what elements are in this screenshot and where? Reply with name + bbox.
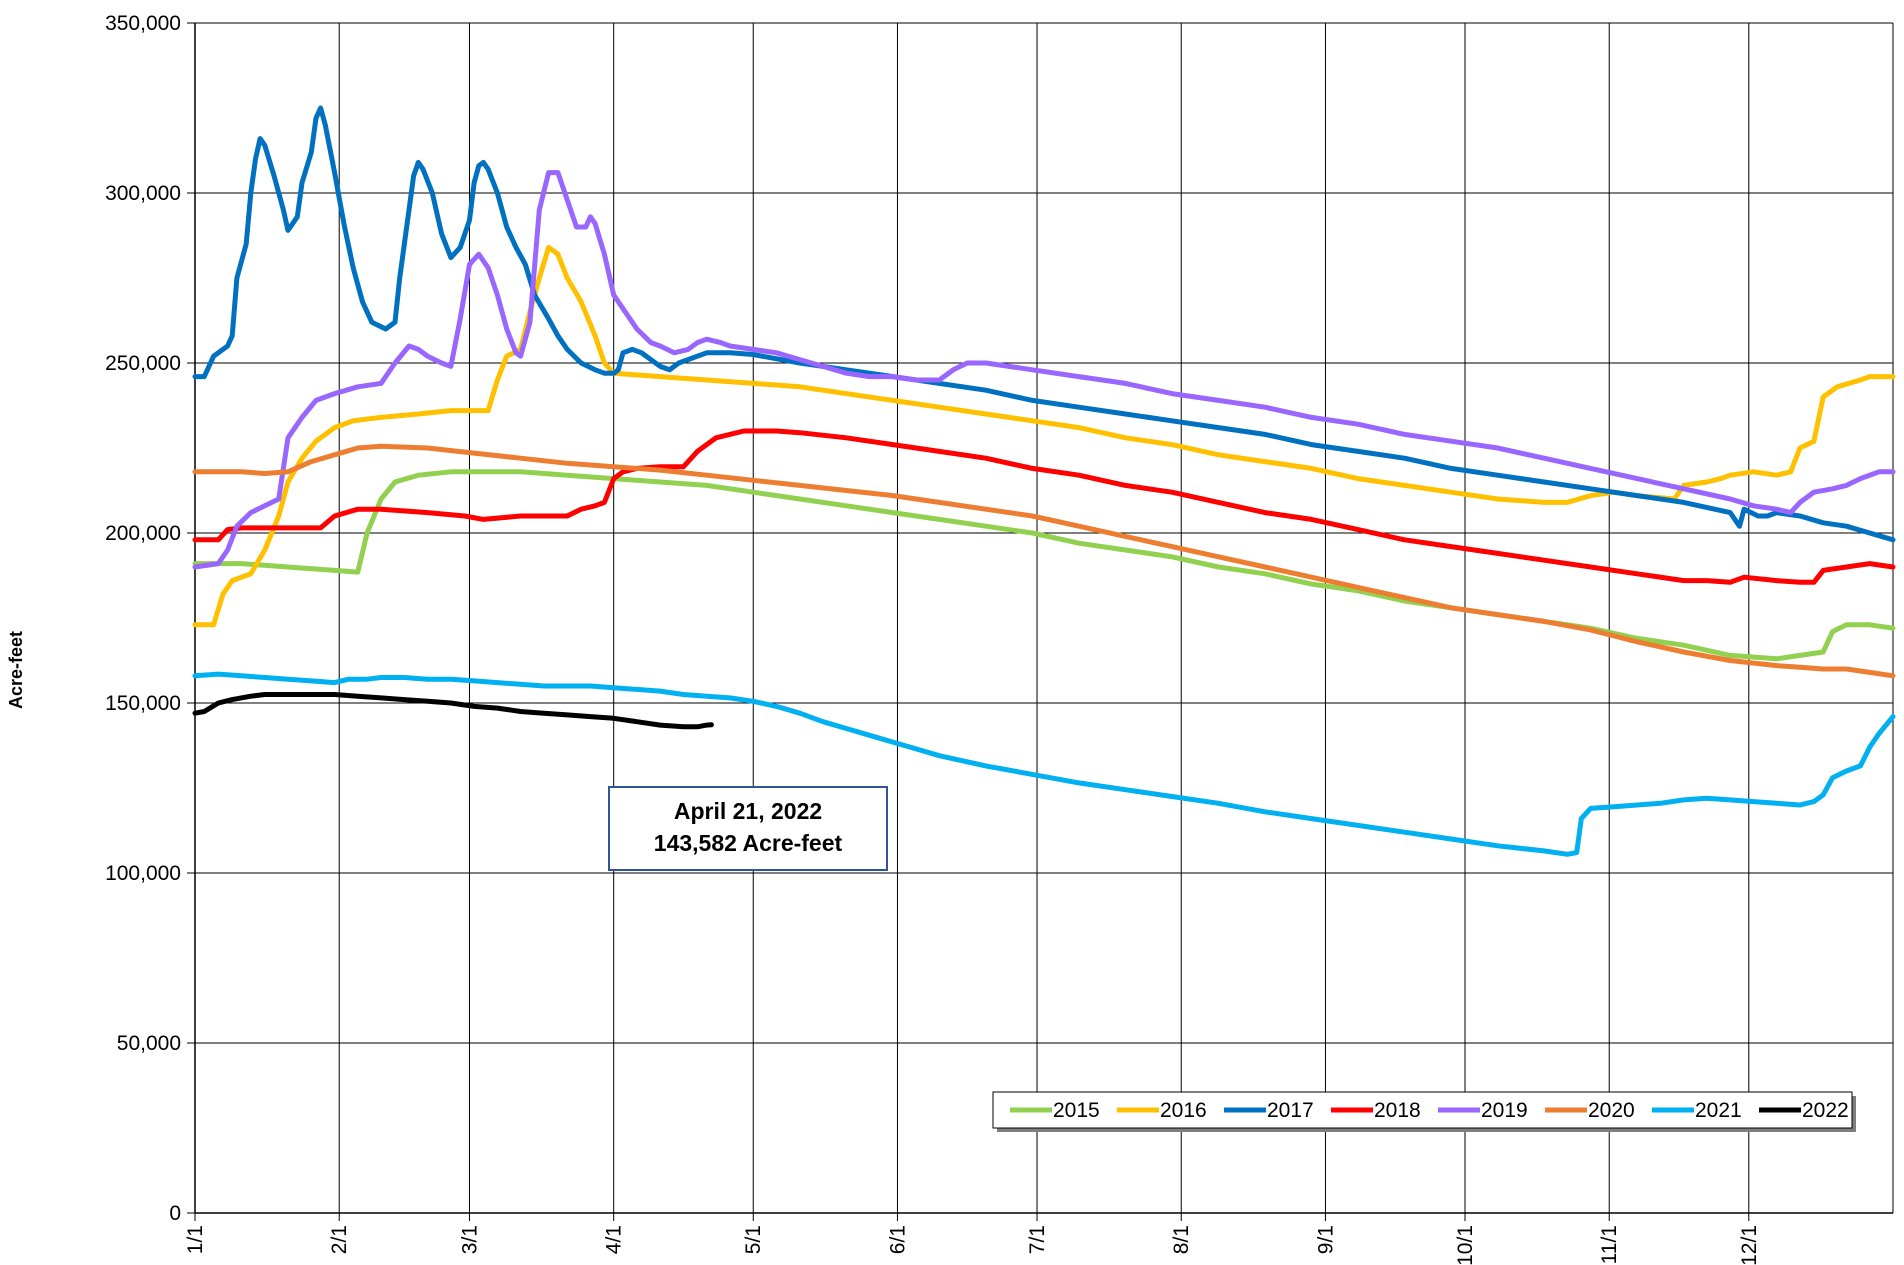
annotation-frame [608,786,888,871]
legend: 2015 2016 2017 2018 2019 2020 2021 2022 [992,1091,1856,1132]
series-line-2021 [192,671,1896,857]
series-line-2018 [192,428,1896,585]
x-tick-label: 9/1 [1314,1225,1337,1254]
x-tick-label: 6/1 [886,1225,909,1254]
series-lines [192,105,1896,857]
legend-label-2017: 2017 [1267,1099,1314,1122]
y-axis-label: Acre-feet [6,631,26,709]
legend-label-2022: 2022 [1802,1099,1849,1122]
x-tick-label: 1/1 [184,1225,207,1254]
legend-label-2018: 2018 [1374,1099,1421,1122]
annotation-box: April 21, 2022 143,582 Acre-feet [608,786,888,871]
legend-items: 2015 2016 2017 2018 2019 2020 2021 2022 [1010,1099,1849,1122]
y-tick-label: 150,000 [105,692,181,715]
y-tick-label: 0 [169,1202,181,1225]
legend-label-2019: 2019 [1481,1099,1528,1122]
series-line-2022 [192,692,714,730]
x-tick-label: 3/1 [458,1225,481,1254]
y-tick-label: 250,000 [105,352,181,375]
y-tick-label: 100,000 [105,862,181,885]
x-tick-label: 12/1 [1738,1225,1761,1265]
y-tick-label: 300,000 [105,182,181,205]
y-tick-label: 200,000 [105,522,181,545]
x-tick-label: 7/1 [1026,1225,1049,1254]
x-tick-label: 11/1 [1598,1225,1621,1264]
x-tick-label: 5/1 [742,1225,765,1254]
legend-label-2015: 2015 [1053,1099,1100,1122]
series-line-2019 [192,170,1896,570]
series-line-2017 [192,105,1896,543]
x-tick-label: 8/1 [1170,1225,1193,1254]
annotation-value: 143,582 Acre-feet [654,830,843,856]
legend-label-2020: 2020 [1588,1099,1635,1122]
y-tick-labels: 0 50,000 100,000 150,000 200,000 250,000 300,0… [105,12,181,1225]
series-line-2015 [192,469,1896,662]
x-tick-labels: 1/1 2/1 3/1 4/1 5/1 6/1 7/1 8/1 9/1 10/1 11/1 12/1 [184,1225,1761,1265]
series-line-2016 [192,244,1896,628]
y-tick-label: 50,000 [117,1032,181,1055]
x-tick-label: 10/1 [1454,1225,1477,1265]
series-line-2020 [192,443,1896,679]
x-tick-label: 4/1 [603,1225,626,1254]
legend-label-2021: 2021 [1695,1099,1742,1122]
axes [187,22,1893,1221]
y-tick-label: 350,000 [105,12,181,35]
annotation-date: April 21, 2022 [674,798,822,824]
legend-label-2016: 2016 [1160,1099,1207,1122]
x-tick-label: 2/1 [328,1225,351,1254]
